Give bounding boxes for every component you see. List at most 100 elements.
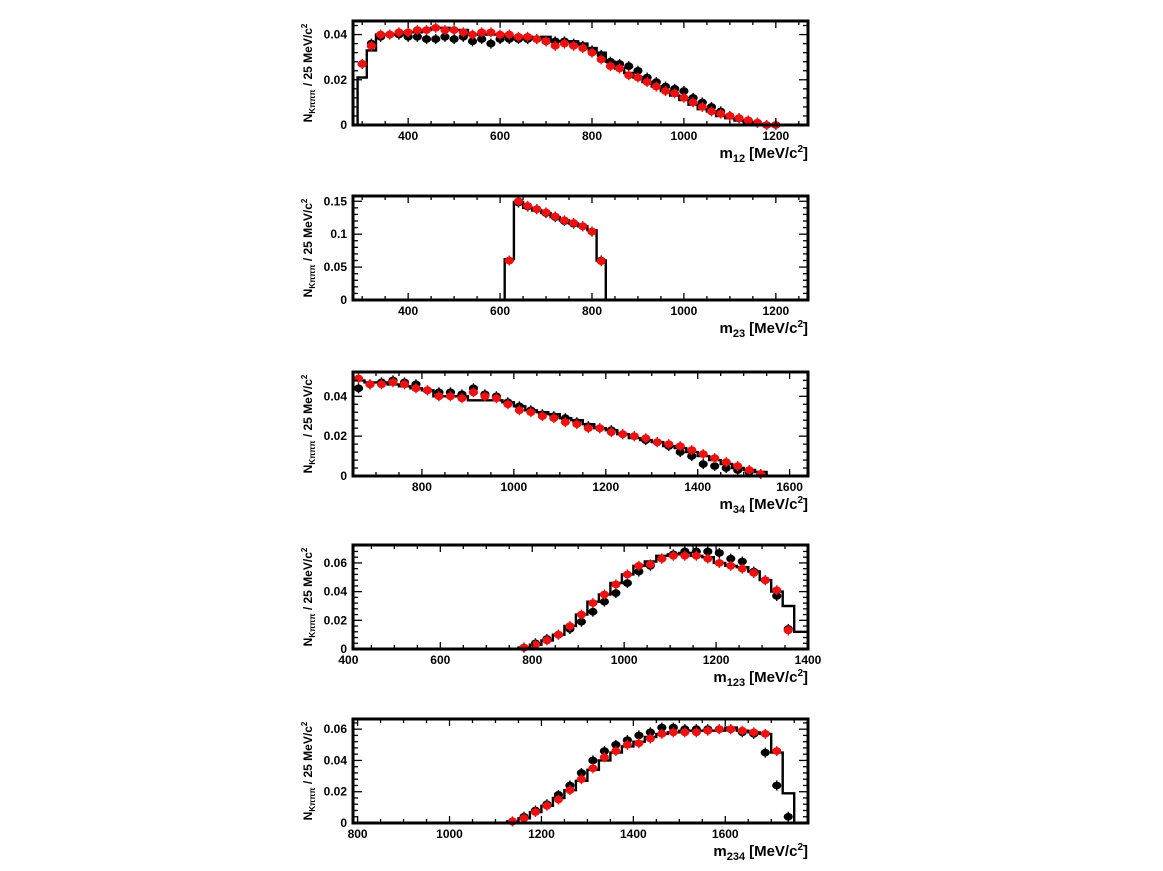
data-point — [578, 222, 588, 231]
data-point — [559, 39, 570, 48]
plot-frame — [351, 717, 810, 825]
y-axis-label-main: N — [301, 812, 315, 821]
series-red-points — [507, 724, 782, 827]
data-point — [553, 630, 564, 639]
chart-panel-5: 800 1000 1200 1400 1600 0 0.02 0.04 0.06 m234 [MeV… — [300, 717, 810, 863]
x-tick-label: 800 — [348, 827, 368, 841]
data-point — [622, 570, 632, 579]
data-point — [726, 554, 736, 563]
data-point — [634, 731, 644, 740]
data-point — [651, 82, 661, 91]
x-axis-label-main: m — [719, 320, 732, 337]
data-point — [652, 438, 662, 446]
y-axis-label-main: N — [301, 465, 315, 474]
data-point — [772, 747, 782, 755]
data-point — [503, 400, 513, 409]
x-axis-label-superscript: 2 — [797, 842, 803, 853]
data-point — [495, 30, 505, 39]
data-point — [622, 579, 632, 587]
data-point — [743, 116, 753, 125]
data-point — [697, 103, 707, 111]
x-axis-label-unit: [MeV/c — [749, 496, 797, 513]
x-axis-label-unit: [MeV/c — [749, 843, 797, 860]
data-point — [687, 446, 697, 454]
data-point — [583, 424, 593, 432]
data-point — [772, 586, 782, 594]
x-tick-label: 600 — [490, 304, 510, 318]
data-point — [606, 428, 616, 436]
data-point — [588, 607, 598, 616]
data-point — [526, 408, 536, 417]
data-point — [467, 37, 478, 46]
data-point — [523, 202, 533, 210]
data-point — [772, 592, 782, 600]
data-point — [422, 386, 433, 395]
x-axis-label: m123 [MeV/c2] — [713, 668, 808, 689]
data-point — [353, 384, 364, 393]
data-point — [599, 597, 609, 606]
data-point — [480, 392, 490, 401]
data-point — [611, 741, 621, 749]
x-tick-label: 1600 — [776, 480, 803, 494]
data-point — [706, 107, 717, 116]
x-axis-label-end: ] — [803, 669, 808, 686]
data-point — [679, 94, 689, 102]
data-point — [599, 590, 609, 599]
data-point — [399, 380, 410, 389]
data-point — [440, 26, 450, 34]
y-tick-label: 0.04 — [324, 28, 348, 42]
y-tick-label: 0.04 — [324, 389, 348, 403]
data-point — [633, 66, 643, 75]
data-point — [726, 725, 736, 733]
data-point — [588, 756, 598, 765]
data-point — [549, 414, 559, 423]
y-axis-label-subscript: Kπππ — [308, 788, 317, 812]
y-axis-label: NKπππ / 25 MeV/c2 — [300, 198, 317, 297]
data-point — [721, 464, 731, 472]
data-point — [629, 432, 639, 440]
data-point — [657, 554, 667, 563]
data-point — [440, 33, 450, 41]
data-point — [376, 380, 387, 389]
data-point — [588, 764, 598, 773]
data-point — [726, 562, 736, 570]
data-point — [634, 567, 644, 576]
data-point — [411, 384, 421, 393]
y-axis-label-unit: / 25 MeV/c — [301, 203, 315, 265]
data-point — [532, 35, 542, 43]
series-red-points — [519, 550, 793, 653]
data-point — [385, 30, 395, 39]
x-tick-label: 1200 — [762, 304, 789, 318]
data-point — [641, 434, 651, 442]
y-axis-label: NKπππ / 25 MeV/c2 — [300, 721, 317, 820]
data-point — [542, 636, 552, 645]
y-tick-label: 0 — [340, 469, 347, 483]
y-axis-label-main: N — [301, 638, 315, 647]
x-tick-label: 800 — [582, 129, 602, 143]
data-point — [716, 109, 726, 118]
data-point — [513, 197, 524, 206]
data-point — [737, 557, 747, 566]
data-point — [388, 378, 398, 387]
data-point — [550, 42, 560, 50]
y-axis-label-unit: / 25 MeV/c — [301, 726, 315, 788]
x-tick-label: 1200 — [592, 480, 619, 494]
series-red-points — [357, 22, 781, 130]
y-axis-label-superscript: 2 — [300, 721, 309, 726]
y-tick-label: 0.04 — [324, 753, 348, 767]
plot-frame — [351, 194, 810, 302]
x-axis-label-superscript: 2 — [797, 319, 803, 330]
data-point — [737, 564, 747, 573]
y-axis-label: NKπππ / 25 MeV/c2 — [300, 374, 317, 473]
data-point — [541, 208, 551, 217]
data-point — [605, 62, 615, 71]
data-point — [614, 64, 625, 73]
x-axis-label-end: ] — [803, 145, 808, 162]
data-point — [645, 728, 655, 737]
data-point — [744, 466, 754, 474]
x-tick-label: 600 — [490, 129, 510, 143]
data-point — [714, 549, 724, 557]
x-tick-label: 1400 — [620, 827, 647, 841]
data-point — [467, 30, 478, 39]
